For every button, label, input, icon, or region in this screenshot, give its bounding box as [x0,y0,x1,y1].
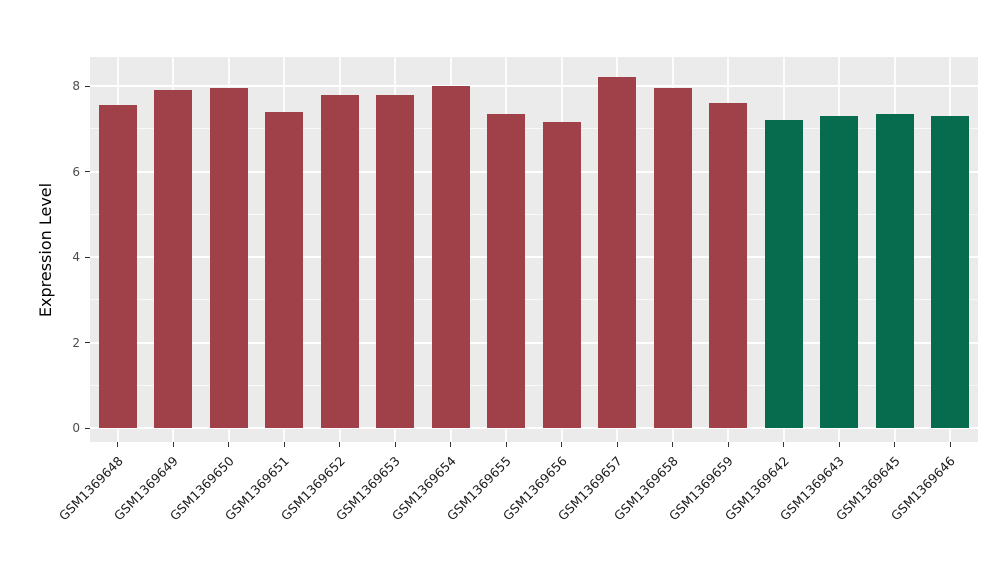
gridline-minor [90,213,978,215]
x-tick-mark [505,442,507,447]
x-tick-mark [838,442,840,447]
y-tick-mark [85,171,90,172]
x-tick-mark [450,442,452,447]
x-tick-mark [394,442,396,447]
y-tick-label: 6 [72,164,80,179]
gridline-major [90,170,978,173]
bar-GSM1369656 [542,122,581,428]
bar-GSM1369659 [709,103,748,428]
x-tick-label-GSM1369648: GSM1369648 [55,453,126,524]
bar-GSM1369649 [154,90,193,428]
x-tick-mark [616,442,618,447]
gridline-major [90,256,978,258]
x-tick-mark [672,442,674,447]
x-tick-mark [783,442,785,447]
bar-GSM1369648 [98,105,137,428]
bar-GSM1369643 [820,115,859,428]
y-tick-label: 4 [72,250,80,264]
bar-GSM1369651 [265,111,304,428]
plot-panel [90,57,978,442]
x-tick-mark [172,442,174,447]
bar-GSM1369652 [320,94,359,428]
gridline-minor [90,384,978,386]
gridline-major [90,427,978,429]
x-tick-mark [727,442,729,447]
y-tick-label: 2 [72,335,80,350]
gridline-minor [90,128,978,130]
y-tick-label: 0 [72,421,80,435]
y-tick-mark [85,85,90,87]
x-tick-mark [561,442,563,447]
bar-GSM1369655 [487,113,526,428]
x-tick-mark [117,442,119,447]
x-tick-mark [228,442,230,447]
x-tick-mark [894,442,896,447]
x-tick-mark [949,442,951,447]
y-tick-mark [85,342,90,343]
y-tick-mark [85,427,90,429]
y-tick-mark [85,256,90,258]
bar-GSM1369653 [376,94,415,428]
gridline-major [90,85,978,87]
gridline-minor [90,299,978,301]
y-tick-label: 8 [72,79,80,93]
bar-GSM1369657 [598,77,637,428]
gridline-major [90,341,978,344]
bar-GSM1369658 [653,88,692,428]
bar-GSM1369654 [431,86,470,428]
bar-GSM1369650 [209,88,248,428]
bar-GSM1369642 [764,120,803,428]
x-tick-mark [339,442,341,447]
x-tick-mark [283,442,285,447]
bar-GSM1369646 [931,115,970,428]
bar-GSM1369645 [875,113,914,428]
